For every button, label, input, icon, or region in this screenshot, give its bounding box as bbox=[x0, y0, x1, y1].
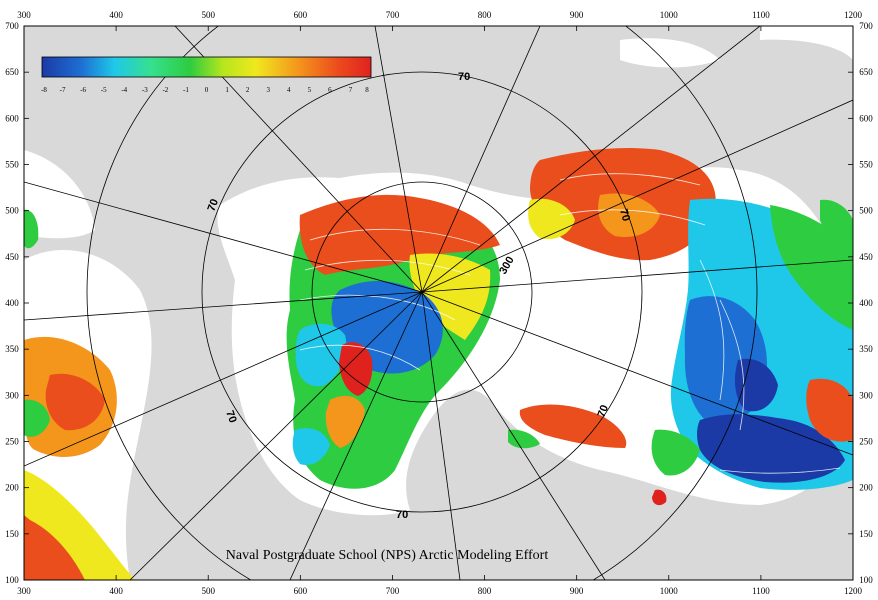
colorbar-tick-label: 6 bbox=[328, 86, 332, 94]
lat-label-lower-left: 70 bbox=[223, 409, 238, 425]
lat-label-bottom: 70 bbox=[396, 509, 408, 521]
lat-label-left: 70 bbox=[206, 197, 221, 213]
bathymetry-contours bbox=[299, 173, 841, 474]
field-arctic-cyan bbox=[295, 323, 347, 387]
colorbar-tick-label: -6 bbox=[80, 86, 86, 94]
field-labrador-green bbox=[508, 429, 540, 449]
colorbar-tick-label: 1 bbox=[225, 86, 229, 94]
field-atlantic-darkblue bbox=[697, 414, 845, 483]
x-tick-label-bottom: 800 bbox=[478, 586, 492, 596]
x-tick-label-top: 300 bbox=[17, 10, 31, 20]
y-tick-label-right: 250 bbox=[859, 437, 873, 447]
field-east-green bbox=[820, 199, 853, 250]
colorbar-tick-label: -3 bbox=[142, 86, 148, 94]
y-tick-label-right: 300 bbox=[859, 390, 873, 400]
anomaly-field bbox=[24, 148, 853, 580]
y-tick-label-left: 300 bbox=[5, 390, 19, 400]
x-tick-label-top: 1200 bbox=[844, 10, 863, 20]
y-tick-label-left: 100 bbox=[5, 575, 19, 585]
colorbar-tick-label: -4 bbox=[121, 86, 127, 94]
colorbar-tick-label: -1 bbox=[183, 86, 189, 94]
latitude-circles bbox=[86, 26, 758, 580]
x-tick-label-top: 600 bbox=[294, 10, 308, 20]
x-tick-label-top: 700 bbox=[386, 10, 400, 20]
lat-label-right: 70 bbox=[617, 208, 632, 223]
field-pacific-red bbox=[45, 373, 105, 431]
y-tick-label-right: 200 bbox=[859, 483, 873, 493]
x-tick-label-top: 400 bbox=[109, 10, 123, 20]
field-arctic-orange bbox=[325, 395, 365, 448]
colorbar-tick-label: -8 bbox=[41, 86, 47, 94]
field-pacific-green bbox=[24, 399, 50, 437]
x-tick-label-bottom: 600 bbox=[294, 586, 308, 596]
y-tick-label-left: 450 bbox=[5, 252, 19, 262]
y-tick-label-right: 500 bbox=[859, 206, 873, 216]
y-tick-label-right: 600 bbox=[859, 113, 873, 123]
field-arctic-cyan2 bbox=[292, 428, 330, 466]
y-tick-label-right: 350 bbox=[859, 344, 873, 354]
axis-ticks bbox=[23, 25, 854, 581]
y-tick-label-right: 550 bbox=[859, 160, 873, 170]
y-tick-label-right: 400 bbox=[859, 298, 873, 308]
x-tick-label-bottom: 400 bbox=[109, 586, 123, 596]
y-tick-label-left: 400 bbox=[5, 298, 19, 308]
x-tick-label-bottom: 300 bbox=[17, 586, 31, 596]
x-tick-label-top: 900 bbox=[570, 10, 584, 20]
field-barents-orange bbox=[598, 193, 660, 238]
x-tick-label-bottom: 1000 bbox=[660, 586, 679, 596]
colorbar-tick-label: -2 bbox=[162, 86, 168, 94]
y-tick-label-right: 450 bbox=[859, 252, 873, 262]
x-tick-label-bottom: 900 bbox=[570, 586, 584, 596]
y-tick-label-left: 200 bbox=[5, 483, 19, 493]
colorbar-tick-label: 2 bbox=[246, 86, 250, 94]
y-tick-label-left: 600 bbox=[5, 113, 19, 123]
colorbar-ramp bbox=[41, 56, 372, 78]
y-tick-label-left: 250 bbox=[5, 437, 19, 447]
x-tick-label-top: 800 bbox=[478, 10, 492, 20]
x-tick-label-top: 1000 bbox=[660, 10, 679, 20]
y-tick-label-right: 650 bbox=[859, 67, 873, 77]
x-tick-label-top: 1100 bbox=[752, 10, 770, 20]
field-atlantic-darkblue2 bbox=[734, 358, 778, 412]
field-pacific-red2 bbox=[24, 515, 85, 580]
y-tick-label-left: 350 bbox=[5, 344, 19, 354]
colorbar-tick-label: 7 bbox=[349, 86, 353, 94]
y-tick-label-left: 550 bbox=[5, 160, 19, 170]
y-tick-label-left: 150 bbox=[5, 529, 19, 539]
colorbar-tick-label: 4 bbox=[287, 86, 291, 94]
field-arctic-red2 bbox=[339, 342, 373, 396]
lat-label-top: 70 bbox=[458, 71, 470, 83]
field-atlantic-red bbox=[806, 378, 853, 442]
y-tick-label-right: 100 bbox=[859, 575, 873, 585]
field-arctic-red bbox=[299, 194, 500, 275]
x-tick-label-bottom: 1100 bbox=[752, 586, 770, 596]
x-tick-label-bottom: 700 bbox=[386, 586, 400, 596]
colorbar-ticks: -8 -7 -6 -5 -4 -3 -2 -1 0 1 2 3 4 5 6 7 8 bbox=[41, 86, 369, 94]
colorbar-tick-label: -5 bbox=[101, 86, 107, 94]
field-labrador-red bbox=[519, 404, 627, 448]
x-tick-label-top: 500 bbox=[201, 10, 215, 20]
colorbar-tick-label: 3 bbox=[266, 86, 270, 94]
y-tick-label-right: 700 bbox=[859, 21, 873, 31]
colorbar: -8 -7 -6 -5 -4 -3 -2 -1 0 1 2 3 4 5 6 7 8 bbox=[41, 56, 372, 94]
y-tick-label-left: 500 bbox=[5, 206, 19, 216]
axis-labels: 3003004004005005006006007007008008009009… bbox=[5, 10, 873, 596]
field-pacific-green2 bbox=[24, 209, 39, 249]
colorbar-tick-label: 0 bbox=[205, 86, 209, 94]
x-tick-label-bottom: 500 bbox=[201, 586, 215, 596]
field-atlantic-green2 bbox=[651, 429, 700, 476]
x-tick-label-bottom: 1200 bbox=[844, 586, 863, 596]
colorbar-tick-label: 5 bbox=[308, 86, 312, 94]
credit-text: Naval Postgraduate School (NPS) Arctic M… bbox=[225, 548, 549, 563]
y-tick-label-right: 150 bbox=[859, 529, 873, 539]
colorbar-tick-label: -7 bbox=[60, 86, 66, 94]
colorbar-tick-label: 8 bbox=[365, 86, 369, 94]
lat-label-lower-right: 70 bbox=[596, 403, 611, 419]
y-tick-label-left: 700 bbox=[5, 21, 19, 31]
field-redspot bbox=[652, 489, 667, 506]
y-tick-label-left: 650 bbox=[5, 67, 19, 77]
meridian-lines bbox=[24, 26, 853, 580]
